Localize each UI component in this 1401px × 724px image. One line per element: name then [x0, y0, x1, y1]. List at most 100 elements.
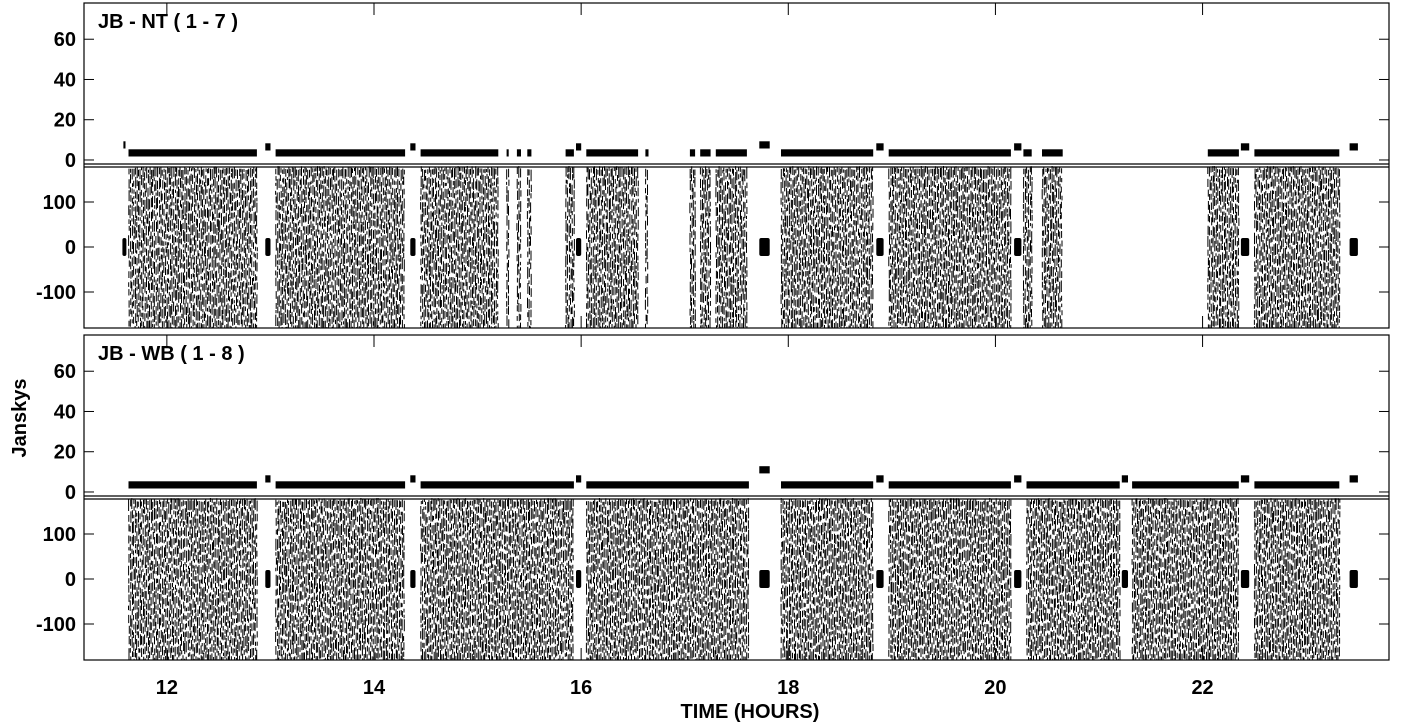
amplitude-scan-1-12 [586, 149, 639, 157]
phase-scan-1-14 [689, 166, 696, 328]
amplitude-scan-2-2 [265, 475, 271, 483]
amplitude-scan-1-15 [700, 149, 711, 157]
amplitude-scan-2-18 [1349, 475, 1358, 483]
phase-ytick-label-1-0: 0 [65, 237, 76, 259]
amplitude-scan-1-9 [527, 149, 532, 157]
phase-scan-1-6 [420, 166, 499, 328]
amplitude-scan-1-10 [565, 149, 574, 157]
amplitude-scan-1-3 [265, 143, 271, 151]
amplitude-scan-2-6 [576, 475, 582, 483]
amp-ytick-label-1-20: 20 [54, 110, 76, 132]
xtick-label-20: 20 [984, 677, 1006, 699]
xtick-label-12: 12 [156, 677, 178, 699]
phase-ytick-label-2--100: -100 [36, 614, 76, 636]
amplitude-scan-2-12 [1014, 475, 1022, 483]
phase-scan-1-5 [410, 238, 416, 256]
phase-scan-2-10 [876, 570, 884, 588]
phase-scan-1-23 [1041, 166, 1063, 328]
phase-scan-2-12 [1014, 570, 1022, 588]
phase-scan-1-25 [1240, 238, 1250, 256]
phase-scan-1-1 [122, 238, 127, 256]
phase-ytick-label-2-100: 100 [43, 524, 76, 546]
phase-scan-1-26 [1253, 166, 1341, 328]
phase-scan-2-1 [128, 498, 258, 660]
phase-scan-1-21 [1014, 238, 1022, 256]
phase-scan-1-20 [888, 166, 1012, 328]
phase-scan-2-4 [410, 570, 416, 588]
amplitude-scan-2-8 [759, 466, 770, 474]
amplitude-scan-1-13 [645, 149, 649, 157]
phase-scan-1-8 [516, 166, 522, 328]
phase-scan-2-3 [275, 498, 405, 660]
amplitude-scan-1-20 [888, 149, 1011, 157]
amplitude-scan-2-14 [1121, 475, 1128, 483]
phase-scan-1-12 [586, 166, 639, 328]
panel-title-1: JB - NT ( 1 - 7 ) [98, 11, 238, 33]
amplitude-scan-1-27 [1349, 143, 1358, 151]
phase-scan-1-13 [644, 168, 649, 328]
phase-scan-1-11 [576, 238, 582, 256]
data-layer [122, 141, 1358, 660]
amplitude-scan-2-7 [586, 481, 749, 489]
xtick-label-22: 22 [1191, 677, 1213, 699]
frame-layer [83, 2, 1390, 661]
phase-scan-2-15 [1131, 498, 1239, 660]
phase-scan-2-8 [759, 570, 770, 588]
amplitude-scan-1-1 [123, 141, 126, 149]
phase-scan-1-17 [759, 238, 770, 256]
amplitude-scan-1-24 [1207, 149, 1239, 157]
amplitude-scan-2-15 [1132, 481, 1239, 489]
phase-scan-2-2 [265, 570, 271, 588]
xtick-label-16: 16 [570, 677, 592, 699]
panel-title-2: JB - WB ( 1 - 8 ) [98, 343, 245, 365]
phase-scan-1-19 [876, 238, 884, 256]
amplitude-scan-2-11 [888, 481, 1011, 489]
amplitude-scan-1-6 [420, 149, 499, 157]
phase-scan-1-18 [780, 166, 874, 328]
phase-scan-1-3 [265, 238, 271, 256]
phase-scan-1-27 [1349, 238, 1358, 256]
amplitude-scan-1-18 [781, 149, 874, 157]
amplitude-scan-1-26 [1254, 149, 1340, 157]
phase-scan-2-11 [888, 498, 1012, 660]
text-layer: Janskys TIME (HOURS) 0 20 40 60 -100 0 100 JB -… [9, 11, 1214, 723]
phase-scan-2-16 [1240, 570, 1250, 588]
phase-scan-2-17 [1253, 498, 1341, 660]
amplitude-scan-2-13 [1026, 481, 1120, 489]
amplitude-scan-2-1 [128, 481, 257, 489]
amp-ytick-label-2-60: 60 [54, 361, 76, 383]
amplitude-scan-1-16 [715, 149, 747, 157]
phase-scan-1-10 [565, 166, 575, 328]
amplitude-scan-1-17 [759, 141, 770, 149]
amplitude-scan-1-7 [506, 149, 509, 157]
amp-ytick-label-2-40: 40 [54, 401, 76, 423]
xtick-label-14: 14 [363, 677, 386, 699]
amp-ytick-label-2-0: 0 [65, 482, 76, 504]
amplitude-scan-1-14 [689, 149, 696, 157]
phase-scan-1-4 [275, 166, 405, 328]
amplitude-scan-1-21 [1014, 143, 1022, 151]
amplitude-scan-2-3 [275, 481, 406, 489]
phase-scan-2-7 [585, 498, 750, 660]
phase-scan-1-16 [715, 166, 748, 328]
amp-ytick-label-2-20: 20 [54, 442, 76, 464]
amplitude-scan-1-2 [128, 149, 257, 157]
amplitude-scan-1-23 [1042, 149, 1063, 157]
amplitude-scan-1-4 [275, 149, 406, 157]
phase-scan-2-6 [576, 570, 582, 588]
amplitude-scan-1-8 [516, 149, 521, 157]
phase-ytick-label-1--100: -100 [36, 282, 76, 304]
phase-scan-1-7 [506, 168, 510, 328]
phase-ytick-label-1-100: 100 [43, 192, 76, 214]
amplitude-scan-1-11 [576, 143, 582, 151]
phase-scan-2-18 [1349, 570, 1358, 588]
phase-scan-1-24 [1207, 166, 1240, 328]
amplitude-scan-2-16 [1240, 475, 1250, 483]
phase-ytick-label-2-0: 0 [65, 569, 76, 591]
phase-scan-1-9 [526, 169, 532, 328]
amplitude-scan-2-5 [420, 481, 574, 489]
amplitude-scan-1-25 [1240, 143, 1250, 151]
amplitude-scan-2-4 [410, 475, 416, 483]
x-axis-label: TIME (HOURS) [681, 701, 820, 723]
